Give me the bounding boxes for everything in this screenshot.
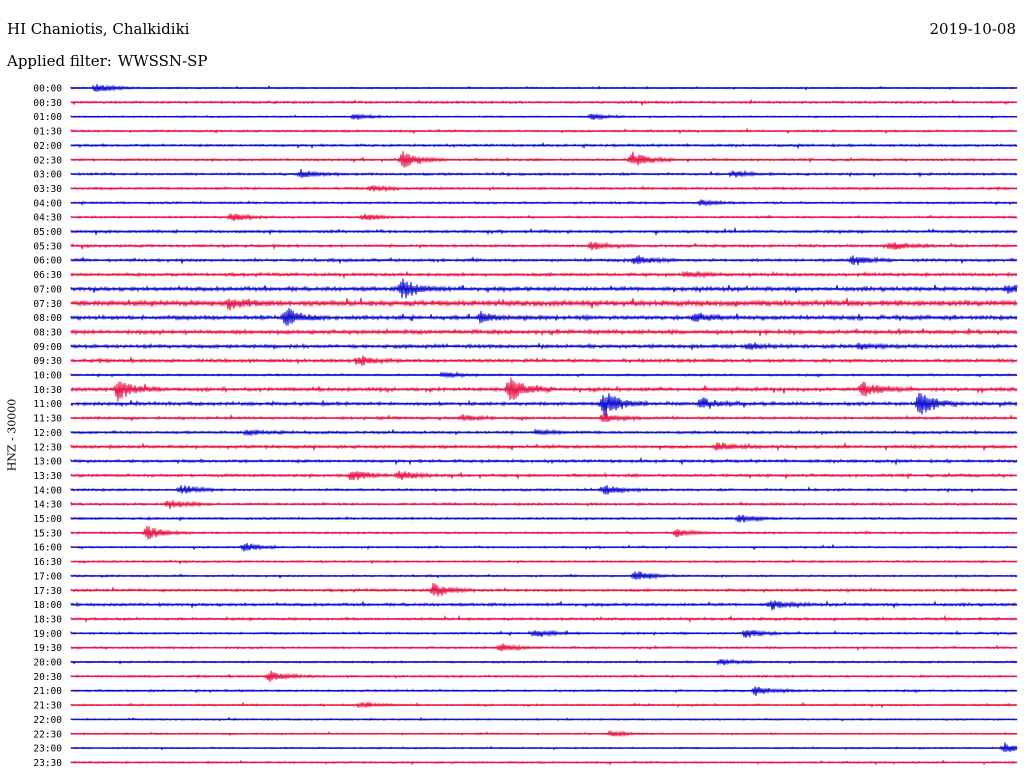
row-time-label: 14:30 (33, 500, 62, 511)
row-time-label: 18:00 (33, 600, 62, 611)
seismogram-trace (70, 600, 1018, 611)
row-time-label: 13:30 (33, 471, 62, 482)
filter-value: WWSSN-SP (117, 52, 208, 70)
row-time-label: 12:00 (33, 428, 62, 439)
row-time-label: 04:30 (33, 213, 62, 224)
row-time-label: 09:30 (33, 356, 62, 367)
row-time-label: 07:30 (33, 299, 62, 310)
row-time-label: 12:30 (33, 442, 62, 453)
row-time-label: 19:00 (33, 629, 62, 640)
row-time-label: 20:30 (33, 672, 62, 683)
row-time-label: 05:30 (33, 241, 62, 252)
row-time-label: 16:00 (33, 543, 62, 554)
row-time-label: 21:00 (33, 686, 62, 697)
row-time-label: 10:30 (33, 385, 62, 396)
row-time-label: 03:30 (33, 184, 62, 195)
filter-line: Applied filter: WWSSN-SP (7, 52, 208, 70)
row-time-label: 08:30 (33, 327, 62, 338)
row-time-label: 03:00 (33, 170, 62, 181)
row-time-label: 11:30 (33, 414, 62, 425)
row-time-label: 17:30 (33, 586, 62, 597)
seismogram-trace (70, 307, 1018, 326)
row-time-label: 15:00 (33, 514, 62, 525)
row-time-label: 00:30 (33, 98, 62, 109)
row-time-label: 22:00 (33, 715, 62, 726)
row-time-label: 02:00 (33, 141, 62, 152)
record-date: 2019-10-08 (929, 20, 1016, 38)
seismogram-trace (70, 392, 1018, 418)
row-time-label: 19:30 (33, 643, 62, 654)
row-time-label: 17:00 (33, 571, 62, 582)
filter-label: Applied filter: (7, 52, 112, 70)
row-time-label: 20:00 (33, 658, 62, 669)
row-time-label: 00:00 (33, 84, 62, 95)
row-time-label: 06:30 (33, 270, 62, 281)
row-time-label: 22:30 (33, 729, 62, 740)
seismogram-trace (70, 297, 1018, 311)
row-time-label: 02:30 (33, 155, 62, 166)
row-time-label: 09:00 (33, 342, 62, 353)
row-time-label: 04:00 (33, 198, 62, 209)
row-time-label: 14:00 (33, 485, 62, 496)
row-time-label: 10:00 (33, 371, 62, 382)
row-time-label: 21:30 (33, 701, 62, 712)
row-time-label: 23:00 (33, 744, 62, 755)
row-time-label: 05:00 (33, 227, 62, 238)
row-time-label: 06:00 (33, 256, 62, 267)
row-time-label: 07:00 (33, 284, 62, 295)
row-time-label: 08:00 (33, 313, 62, 324)
row-time-label: 23:30 (33, 758, 62, 769)
row-time-label: 13:00 (33, 457, 62, 468)
row-time-label: 18:30 (33, 614, 62, 625)
row-time-label: 01:00 (33, 112, 62, 123)
seismogram-trace (70, 742, 1018, 753)
row-time-label: 01:30 (33, 127, 62, 138)
row-time-label: 11:00 (33, 399, 62, 410)
row-time-label: 16:30 (33, 557, 62, 568)
row-time-label: 15:30 (33, 528, 62, 539)
station-title: HI Chaniotis, Chalkidiki (7, 20, 190, 38)
